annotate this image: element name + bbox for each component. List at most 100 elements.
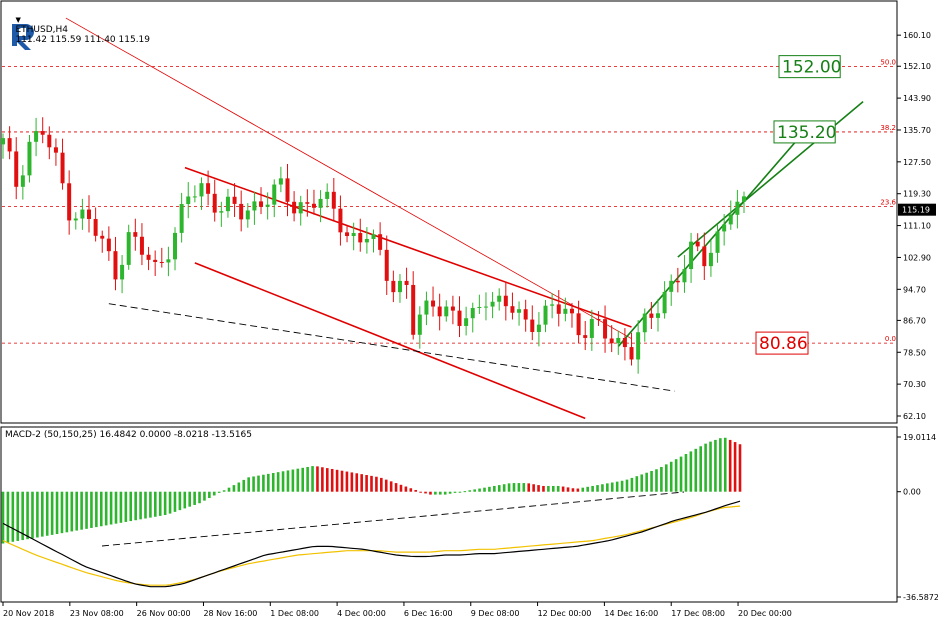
price-label-text: 80.86 <box>759 334 808 354</box>
macd-histogram-bar <box>389 481 393 492</box>
candle-body <box>345 232 350 237</box>
candle-body <box>735 201 740 215</box>
time-tick-label: 20 Nov 2018 <box>3 609 54 618</box>
macd-histogram-bar <box>517 483 521 492</box>
triangle-down-icon[interactable]: ▼ <box>15 16 21 24</box>
candle-body <box>649 313 654 318</box>
macd-tick-label: 19.0114 <box>903 433 936 442</box>
macd-histogram-bar <box>212 491 216 496</box>
macd-histogram-bar <box>424 491 427 494</box>
macd-histogram-bar <box>99 491 103 527</box>
macd-histogram-bar <box>650 470 653 492</box>
macd-histogram-bar <box>330 468 334 492</box>
candle-body <box>265 204 270 207</box>
candle-body <box>27 141 32 176</box>
macd-histogram-bar <box>502 484 506 492</box>
green-channel-lower-line <box>617 124 811 347</box>
candle-body <box>695 241 700 247</box>
macd-histogram-bar <box>316 466 319 492</box>
macd-histogram-bar <box>247 477 250 492</box>
candle-body <box>622 337 627 348</box>
macd-histogram-bar <box>183 491 187 509</box>
macd-histogram-bar <box>728 439 732 492</box>
macd-histogram-bar <box>694 448 698 492</box>
price-tick-label: 127.50 <box>903 158 931 167</box>
candle-body <box>199 183 204 197</box>
candle-body <box>73 218 78 221</box>
candle-body <box>530 319 535 333</box>
candle-body <box>543 305 548 325</box>
candle-body <box>179 204 184 233</box>
candle-body <box>583 335 588 338</box>
candle-body <box>517 309 522 313</box>
macd-dashed-trendline <box>101 491 685 547</box>
candle-body <box>351 233 356 237</box>
macd-histogram-bar <box>468 490 472 492</box>
candle-body <box>60 152 65 184</box>
candle-body <box>159 262 164 264</box>
macd-histogram-bar <box>699 446 702 492</box>
price-axis: 160.10 152.10 143.90 135.70 127.50 119.30 111.… <box>897 31 938 602</box>
macd-histogram-bar <box>434 491 437 495</box>
macd-histogram-bar <box>119 491 123 523</box>
macd-histogram-bar <box>375 476 378 492</box>
macd-histogram-bar <box>70 491 74 532</box>
macd-histogram-bar <box>6 491 10 543</box>
time-tick-label: 6 Dec 16:00 <box>404 609 453 618</box>
price-tick-label: 78.50 <box>903 348 926 357</box>
macd-histogram-bar <box>154 491 157 517</box>
macd-histogram-bar <box>669 461 673 492</box>
macd-histogram-bar <box>149 491 152 518</box>
time-tick-label: 26 Nov 00:00 <box>137 609 191 618</box>
price-tick-label: 135.70 <box>903 126 931 135</box>
macd-histogram-bar <box>45 491 49 536</box>
time-tick-label: 20 Dec 00:00 <box>738 609 792 618</box>
candle-body <box>450 306 455 311</box>
candle-body <box>424 300 429 315</box>
current-price-label: 115.19 <box>902 206 930 215</box>
macd-histogram-bar <box>561 486 565 492</box>
candle-body <box>87 209 92 219</box>
candle-body <box>397 280 402 293</box>
macd-histogram-bar <box>738 444 742 492</box>
macd-histogram-bar <box>217 491 221 493</box>
macd-histogram-bar <box>620 480 624 492</box>
fibonacci-levels: 0.0 23.6 38.2 50.0 <box>2 59 897 344</box>
macd-histogram-bar <box>478 488 481 492</box>
candle-body <box>272 184 277 205</box>
macd-histogram-bar <box>591 485 594 492</box>
candle-body <box>556 304 561 314</box>
candle-body <box>139 236 144 255</box>
macd-histogram-bar <box>527 483 531 492</box>
candle-body <box>206 183 211 194</box>
candle-body <box>53 147 58 153</box>
candle-body <box>186 196 191 205</box>
candle-body <box>106 238 111 252</box>
channel-lower-line <box>194 262 586 420</box>
macd-histogram-bar <box>606 483 609 492</box>
macd-histogram-bar <box>640 474 644 492</box>
macd-histogram-bar <box>645 472 648 492</box>
macd-histogram-bar <box>50 491 54 535</box>
macd-histogram-bar <box>507 483 511 492</box>
candle-body <box>166 259 171 263</box>
symbol-label: ETHUSD,H4 <box>15 25 68 35</box>
macd-histogram-bar <box>704 443 707 492</box>
candle-body <box>411 284 416 335</box>
macd-histogram-bar <box>414 489 418 492</box>
candle-body <box>239 203 244 220</box>
candles <box>1 117 746 374</box>
macd-histogram-bar <box>551 485 555 492</box>
macd-tick-label: -36.5872 <box>903 593 938 602</box>
candle-body <box>40 131 45 135</box>
macd-histogram-bar <box>488 486 491 492</box>
macd-histogram-bar <box>291 469 295 492</box>
candle-body <box>642 313 647 333</box>
candle-body <box>325 191 330 199</box>
macd-histogram-bar <box>36 491 39 538</box>
macd-histogram-bar <box>665 464 668 492</box>
macd-histogram-bar <box>443 491 447 495</box>
price-labels: 152.00 135.20 80.86 <box>755 55 841 355</box>
